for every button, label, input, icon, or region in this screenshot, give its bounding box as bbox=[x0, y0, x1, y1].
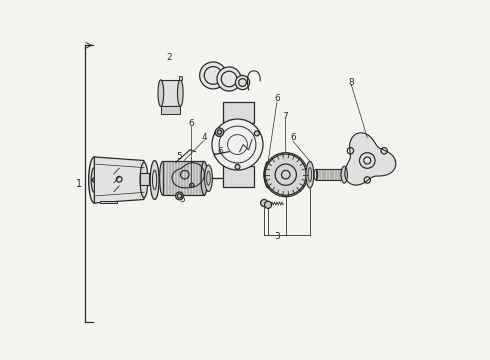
Circle shape bbox=[235, 76, 249, 90]
Polygon shape bbox=[161, 80, 180, 107]
Ellipse shape bbox=[306, 161, 314, 188]
Text: 6: 6 bbox=[290, 133, 296, 142]
Text: 3: 3 bbox=[274, 232, 280, 241]
Ellipse shape bbox=[160, 161, 166, 195]
Text: 8: 8 bbox=[348, 78, 354, 87]
Text: 1: 1 bbox=[76, 179, 82, 189]
Text: 2: 2 bbox=[166, 53, 172, 62]
Bar bbox=[316, 169, 344, 180]
Ellipse shape bbox=[140, 162, 148, 198]
Polygon shape bbox=[95, 157, 144, 203]
Circle shape bbox=[265, 154, 306, 195]
Circle shape bbox=[199, 62, 226, 89]
Polygon shape bbox=[345, 133, 396, 185]
Text: 5: 5 bbox=[176, 153, 182, 162]
Circle shape bbox=[92, 178, 97, 182]
Ellipse shape bbox=[150, 161, 159, 199]
Ellipse shape bbox=[341, 166, 347, 183]
Circle shape bbox=[215, 128, 224, 136]
Ellipse shape bbox=[265, 161, 271, 188]
Polygon shape bbox=[99, 201, 118, 203]
Circle shape bbox=[235, 165, 240, 169]
Polygon shape bbox=[172, 163, 204, 188]
Bar bbox=[141, 173, 149, 185]
Circle shape bbox=[217, 67, 241, 91]
Text: 6: 6 bbox=[217, 147, 223, 156]
Ellipse shape bbox=[205, 165, 212, 192]
Circle shape bbox=[216, 131, 220, 136]
Circle shape bbox=[265, 201, 271, 208]
Ellipse shape bbox=[201, 161, 207, 195]
Polygon shape bbox=[163, 161, 204, 195]
Polygon shape bbox=[161, 107, 180, 114]
Circle shape bbox=[261, 199, 268, 207]
Circle shape bbox=[190, 183, 194, 188]
Circle shape bbox=[175, 192, 183, 200]
Ellipse shape bbox=[89, 157, 100, 203]
Ellipse shape bbox=[158, 80, 164, 107]
Text: 4: 4 bbox=[201, 133, 207, 142]
Text: 7: 7 bbox=[283, 112, 288, 121]
Ellipse shape bbox=[177, 80, 183, 107]
Polygon shape bbox=[222, 102, 254, 187]
Circle shape bbox=[212, 119, 263, 170]
Bar bbox=[179, 76, 182, 80]
Text: 6: 6 bbox=[188, 119, 194, 128]
Text: 5: 5 bbox=[179, 195, 185, 204]
Circle shape bbox=[254, 131, 259, 136]
Text: 6: 6 bbox=[274, 94, 280, 103]
